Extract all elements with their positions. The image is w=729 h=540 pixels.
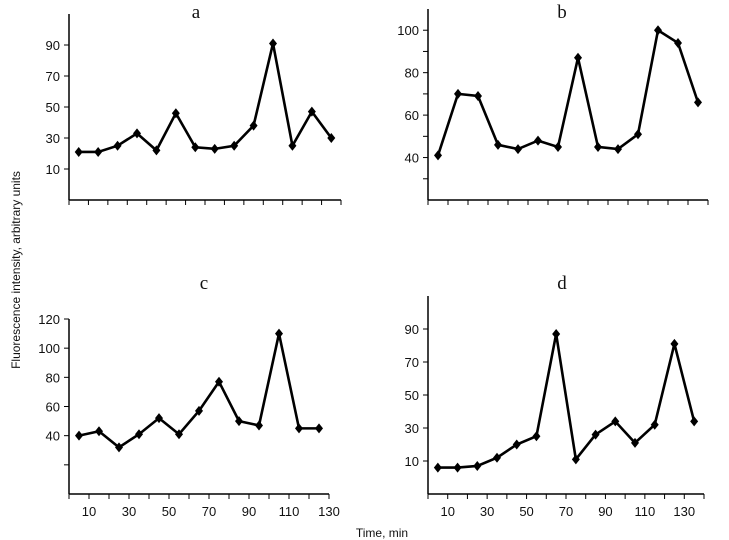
panel-a-title: a (192, 2, 201, 23)
panel-d-x-tick-label: 10 (440, 504, 454, 519)
panel-c-data-point (195, 405, 203, 416)
panel-a-y-tick-label: 90 (46, 38, 60, 53)
panel-d-x-tick-label: 130 (673, 504, 695, 519)
panel-d-data-point (650, 419, 659, 430)
panel-d-data-point (591, 429, 600, 440)
panel-c-data-point (75, 430, 83, 441)
panel-d-data-point (670, 338, 679, 349)
panel-c-x-tick-label: 130 (318, 504, 340, 519)
panel-d-data-point (631, 437, 639, 448)
panel-a-data-point (249, 120, 258, 131)
panel-a-data-point (307, 106, 316, 117)
panel-c-x-tick-label: 90 (242, 504, 256, 519)
panel-a-y-tick-label: 10 (46, 162, 60, 177)
panel-c-data-point (235, 416, 243, 427)
panel-b-data-point (474, 91, 482, 102)
panel-c-y-tick-label: 80 (46, 370, 60, 385)
panel-b-data-point (514, 144, 522, 155)
panel-c-x-tick-label: 50 (162, 504, 176, 519)
panel-a-data-point (152, 145, 161, 156)
y-axis-title: Fluorescence intensity, arbitrary units (9, 171, 23, 369)
panel-a-data-point (210, 143, 219, 154)
panel-c-data-point (275, 328, 283, 339)
panel-c-series-line (78, 333, 319, 449)
panel-b-series-line (436, 28, 700, 156)
panel-d-data-point (571, 454, 580, 465)
panel-c-data-point (315, 423, 323, 434)
panel-a-y-tick-label: 30 (46, 131, 60, 146)
panel-c-data-point (295, 423, 303, 434)
panel-d-data-point (611, 416, 620, 427)
panel-b-data-point (634, 129, 642, 140)
panel-b-data-point (454, 88, 462, 99)
panel-c-data-point (255, 420, 263, 431)
panel-b-data-point (434, 150, 442, 161)
panel-c-y-tick-label: 60 (46, 400, 60, 415)
panel-d-data-point (552, 328, 561, 339)
panel-c-y-tick-label: 100 (38, 341, 60, 356)
panel-b-y-tick-label: 80 (405, 66, 419, 81)
panel-a-data-point (113, 140, 122, 151)
panel-c-x-tick-label: 10 (82, 504, 96, 519)
panel-c-x-tick-label: 110 (279, 504, 300, 519)
panel-b-data-point (494, 139, 502, 150)
panel-d-y-tick-label: 10 (405, 454, 419, 469)
panel-a-data-point (94, 146, 103, 157)
panel-d-x-tick-label: 30 (480, 504, 494, 519)
panel-d-x-tick-label: 90 (598, 504, 612, 519)
panel-c-data-point (155, 413, 163, 424)
panel-d-title: d (557, 273, 567, 294)
panel-d-data-point (690, 416, 699, 427)
panel-a-data-point (191, 142, 200, 153)
panel-b-data-point (614, 144, 622, 155)
panel-c-y-tick-label: 40 (46, 429, 60, 444)
panel-c-y-tick-label: 120 (38, 312, 60, 327)
panel-c-data-point (175, 429, 183, 440)
panel-c-title: c (200, 273, 208, 294)
panel-d-data-point (532, 431, 541, 442)
panel-d-data-point (473, 460, 482, 471)
panel-c-data-point (95, 426, 103, 437)
panel-a-series-line (78, 43, 333, 154)
panel-c-data-point (115, 442, 123, 453)
panel-d-series-line (437, 333, 696, 469)
panel-d-x-tick-label: 70 (559, 504, 573, 519)
panel-a-data-point (288, 140, 297, 151)
panel-b-y-tick-label: 100 (397, 23, 419, 38)
panel-a-data-point (230, 140, 239, 151)
panel-b-data-point (534, 135, 542, 146)
panel-a-data-point (269, 38, 277, 49)
panel-c-x-tick-label: 30 (122, 504, 136, 519)
x-axis-title: Time, min (356, 526, 408, 540)
panel-b-data-point (594, 141, 602, 152)
panel-a-y-tick-label: 70 (46, 69, 60, 84)
panel-a-data-point (74, 146, 83, 157)
panel-d-y-tick-label: 70 (405, 355, 419, 370)
panel-d-x-tick-label: 110 (634, 504, 655, 519)
panel-b-y-tick-label: 40 (405, 151, 419, 166)
panel-b-title: b (557, 2, 567, 23)
panel-b-data-point (694, 97, 702, 108)
panel-b-data-point (574, 52, 582, 63)
panel-c-data-point (135, 429, 143, 440)
panel-d-data-point (493, 452, 501, 463)
panel-d-data-point (512, 439, 521, 450)
panel-a-y-tick-label: 50 (46, 100, 60, 115)
panel-a-data-point (327, 133, 336, 143)
panel-d-y-tick-label: 30 (405, 421, 419, 436)
panel-b-data-point (674, 37, 682, 48)
panel-d-y-tick-label: 50 (405, 388, 419, 403)
panel-c-x-tick-label: 70 (202, 504, 216, 519)
panel-b-data-point (654, 25, 662, 36)
panel-a-data-point (133, 128, 141, 139)
panel-c-data-point (215, 376, 223, 387)
panel-d-y-tick-label: 90 (405, 322, 419, 337)
panel-a-data-point (171, 108, 180, 119)
panel-d-data-point (453, 462, 462, 473)
panel-d-data-point (433, 462, 442, 473)
panel-d-x-tick-label: 50 (519, 504, 533, 519)
panel-b-y-tick-label: 60 (405, 108, 419, 123)
panel-b-data-point (554, 141, 562, 152)
